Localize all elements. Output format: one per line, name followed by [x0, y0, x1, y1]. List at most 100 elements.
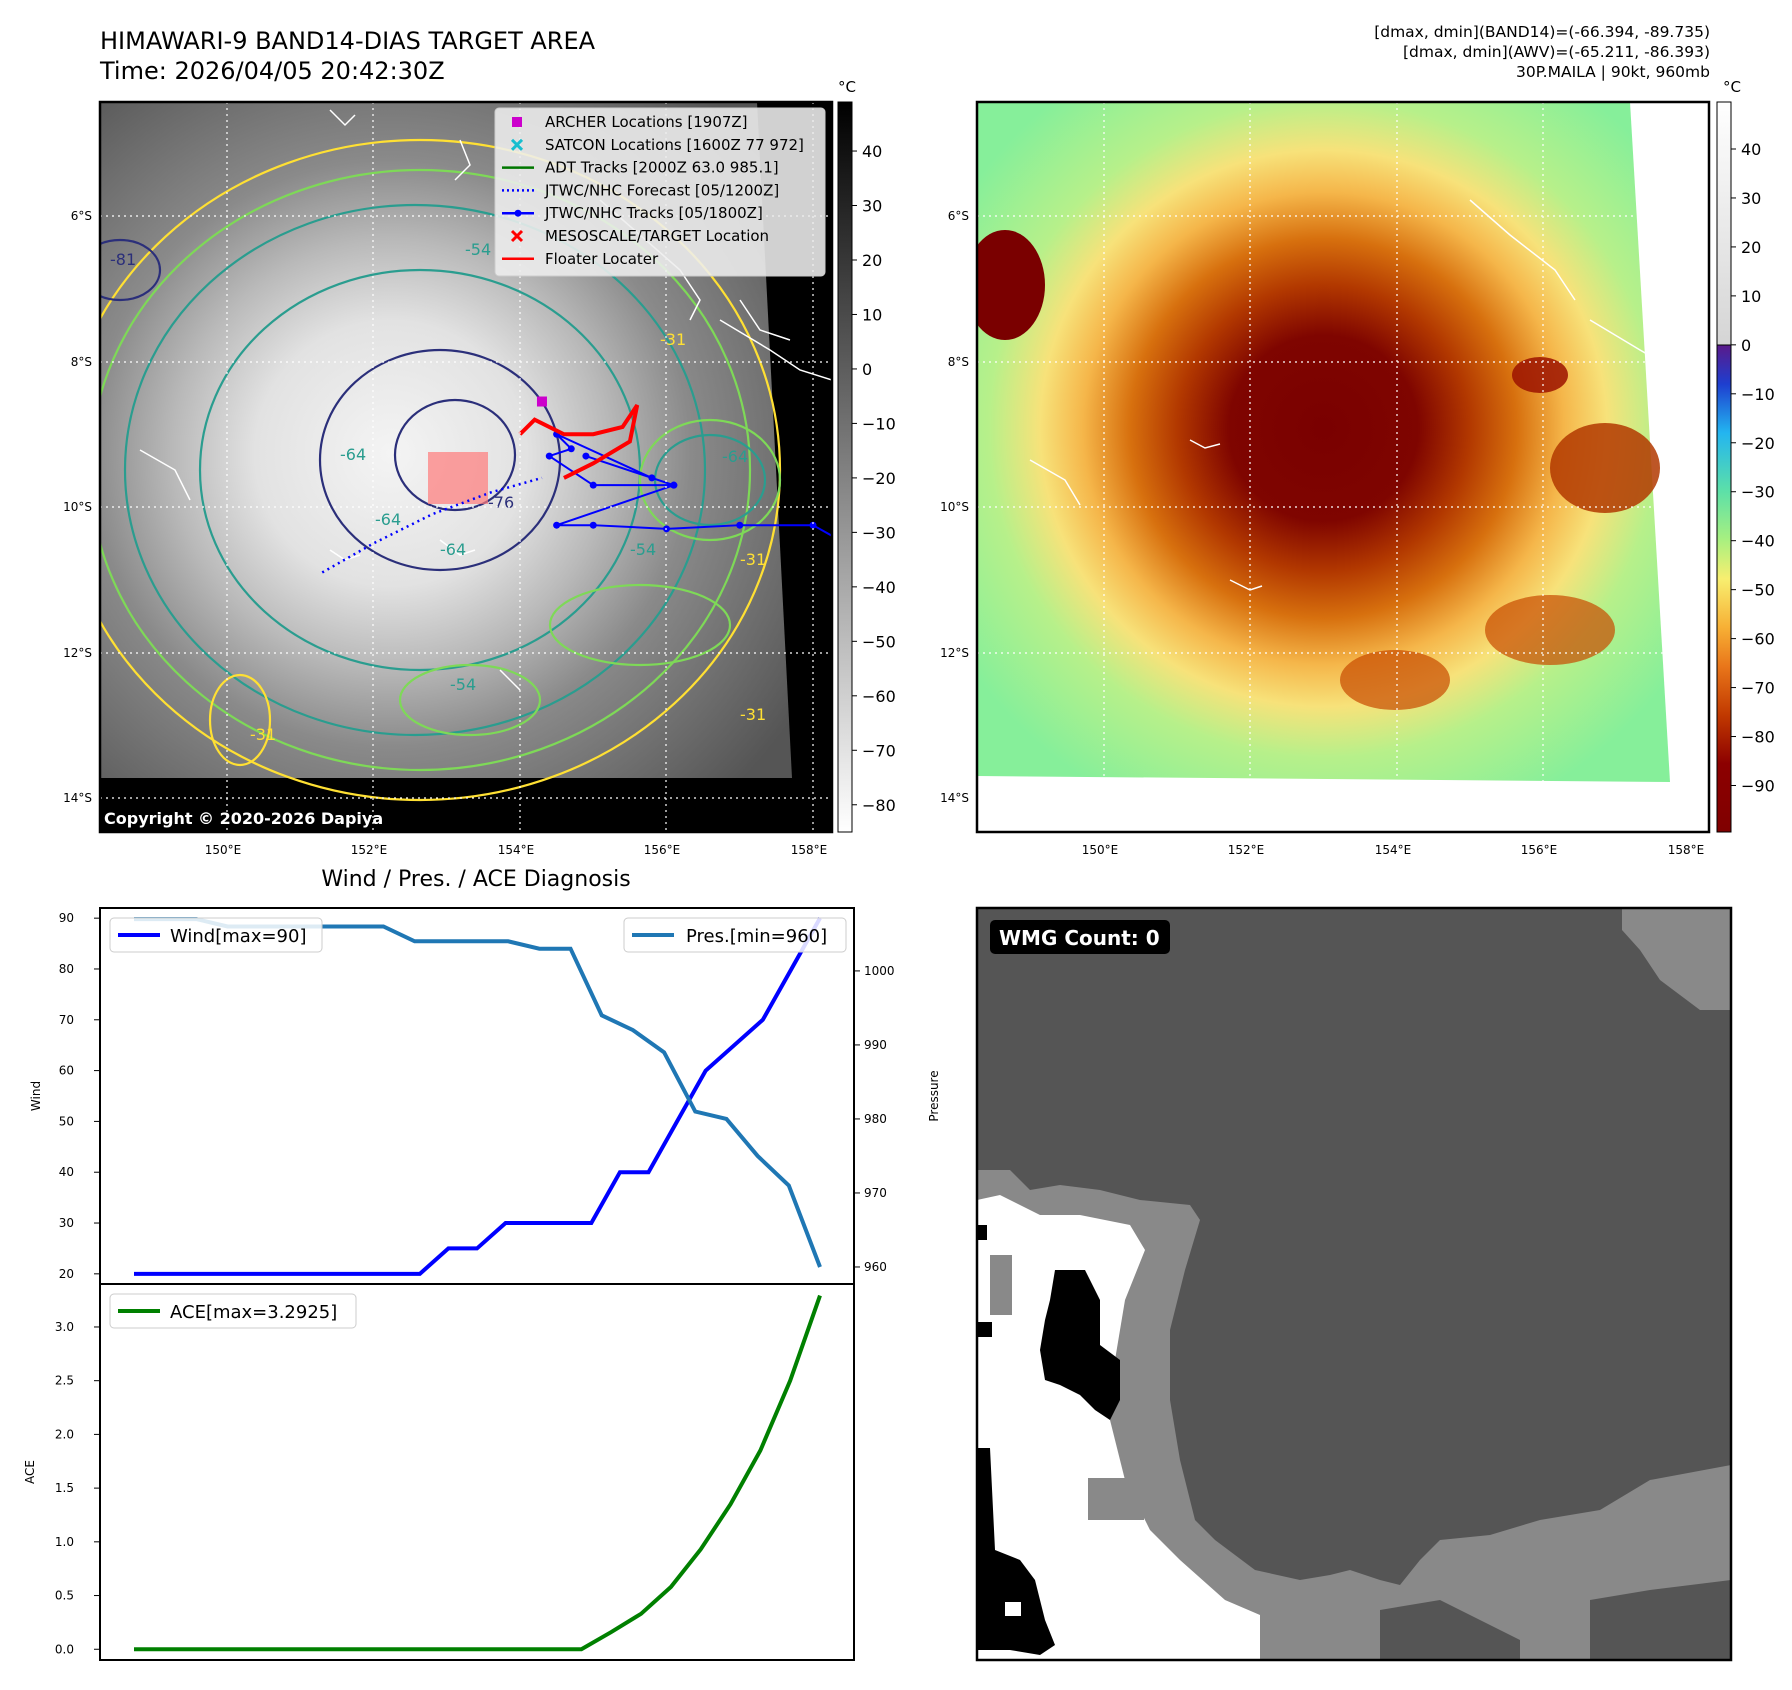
colorbar-tick-label: −50: [1741, 581, 1775, 600]
colorbar-tick-label: −70: [862, 741, 896, 760]
lon-tick-label: 154°E: [498, 843, 535, 857]
pressure-axis-label: Pressure: [927, 1070, 941, 1121]
lon-tick-label: 158°E: [791, 843, 828, 857]
lat-tick-label: 8°S: [948, 355, 969, 369]
colorbar-tick-label: 40: [862, 142, 882, 161]
jtwc-track-point: [809, 521, 817, 529]
ace-tick-label: 2.5: [55, 1374, 74, 1388]
contour-label: -54: [630, 540, 656, 559]
ace-legend: ACE[max=3.2925]: [109, 1293, 357, 1329]
wind-legend: Wind[max=90]: [109, 917, 323, 953]
lon-tick-label: 152°E: [1228, 843, 1265, 857]
pressure-tick-label: 960: [864, 1260, 887, 1274]
colorbar-tick-label: −80: [862, 796, 896, 815]
wind-legend-label: Wind[max=90]: [170, 926, 307, 947]
jtwc-track-point: [582, 452, 590, 460]
awv-colorbar: °C 40 30 20 10 0 −10 −20 −30 −40 −50 −60 −70 −80 −90: [1716, 78, 1775, 833]
colorbar-tick-label: −20: [1741, 434, 1775, 453]
colorbar-tick-label: −60: [1741, 630, 1775, 649]
colorbar-tick-label: 0: [1741, 336, 1751, 355]
lon-tick-label: 150°E: [205, 843, 242, 857]
jtwc-track-point: [912, 591, 919, 598]
stats-line-awv: [dmax, dmin](AWV)=(-65.211, -86.393): [1403, 43, 1710, 61]
title-line-1: HIMAWARI-9 BAND14-DIAS TARGET AREA: [100, 27, 596, 55]
lat-tick-label: 12°S: [940, 646, 969, 660]
legend-item-label: JTWC/NHC Forecast [05/1200Z]: [544, 181, 779, 199]
jtwc-track-point: [553, 521, 561, 529]
jtwc-track-point: [648, 474, 656, 482]
contour-label: -64: [340, 445, 366, 464]
ace-tick-label: 2.0: [55, 1427, 74, 1441]
wind-tick-label: 40: [59, 1165, 74, 1179]
wmg-count-badge: [990, 920, 1170, 954]
colorbar-tick-label: −70: [1741, 679, 1775, 698]
legend-item-label: SATCON Locations [1600Z 77 972]: [545, 136, 804, 154]
wind-tick-label: 70: [59, 1013, 74, 1027]
legend-item-label: JTWC/NHC Tracks [05/1800Z]: [544, 204, 763, 222]
title-line-2: Time: 2026/04/05 20:42:30Z: [100, 57, 445, 85]
colorbar-tick-label: −10: [1741, 385, 1775, 404]
contour-label: -54: [465, 240, 491, 259]
lat-tick-label: 10°S: [940, 500, 969, 514]
pressure-legend-label: Pres.[min=960]: [686, 926, 827, 947]
contour-label: -81: [110, 250, 136, 269]
pressure-tick-label: 970: [864, 1186, 887, 1200]
wmg-panel: WMG Count: 0: [975, 906, 1733, 1662]
colorbar-tick-label: 20: [1741, 238, 1761, 257]
pressure-legend: Pres.[min=960]: [623, 917, 847, 953]
colorbar-tick-label: 30: [1741, 189, 1761, 208]
stats-block: [dmax, dmin](BAND14)=(-66.394, -89.735) …: [1374, 22, 1710, 82]
ace-axis-label: ACE: [23, 1460, 37, 1484]
wind-axis-label: Wind: [29, 1081, 43, 1111]
pressure-tick-label: 980: [864, 1112, 887, 1126]
archer-marker: [536, 396, 547, 407]
colorbar-tick-label: −40: [862, 578, 896, 597]
contour-label: -31: [250, 725, 276, 744]
contour-label: -64: [440, 540, 466, 559]
jtwc-track-point: [589, 481, 597, 489]
pressure-tick-label: 1000: [864, 964, 895, 978]
jtwc-track-point: [545, 452, 553, 460]
main-title: HIMAWARI-9 BAND14-DIAS TARGET AREA Time:…: [100, 26, 595, 86]
colorbar-tick-label: −80: [1741, 728, 1775, 747]
ace-series-line: [134, 1294, 822, 1652]
colorbar-tick-label: 10: [862, 305, 882, 324]
contour-label: -31: [660, 330, 686, 349]
ace-tick-label: 0.5: [55, 1589, 74, 1603]
contour-label: -64: [375, 510, 401, 529]
colorbar-tick-label: −90: [1741, 776, 1775, 795]
ir-colorbar: °C 40 30 20 10 0 −10 −20 −30 −40 −50 −60 −70 −80: [837, 78, 896, 833]
contour-label: -31: [740, 705, 766, 724]
wind-tick-label: 80: [59, 962, 74, 976]
storm-summary: 30P.MAILA | 90kt, 960mb: [1516, 63, 1710, 81]
lat-tick-label: 14°S: [940, 791, 969, 805]
awv-colorbar-unit: °C: [1723, 78, 1741, 96]
lat-tick-label: 8°S: [71, 355, 92, 369]
jtwc-track-point: [567, 445, 575, 453]
contour-label: -64: [722, 447, 748, 466]
lon-tick-label: 152°E: [351, 843, 388, 857]
contour-label: -54: [450, 675, 476, 694]
ir-contours: [100, 138, 782, 802]
copyright-text: Copyright © 2020-2026 Dapiya: [104, 809, 383, 828]
awv-gridlines: [977, 102, 1709, 832]
lon-tick-label: 156°E: [1521, 843, 1558, 857]
ace-tick-label: 0.0: [55, 1642, 74, 1656]
legend-item-label: ADT Tracks [2000Z 63.0 985.1]: [545, 159, 779, 177]
ir-coastlines: [139, 109, 832, 691]
colorbar-tick-label: 40: [1741, 140, 1761, 159]
ace-tick-label: 1.5: [55, 1481, 74, 1495]
ir-legend: ARCHER Locations [1907Z] SATCON Locations…: [494, 107, 826, 277]
lat-tick-label: 6°S: [948, 209, 969, 223]
target-area-patch: [428, 452, 488, 504]
colorbar-tick-label: −10: [862, 414, 896, 433]
lon-tick-label: 154°E: [1375, 843, 1412, 857]
wind-tick-label: 30: [59, 1216, 74, 1230]
stats-line-band14: [dmax, dmin](BAND14)=(-66.394, -89.735): [1374, 23, 1710, 41]
wind-series-line: [134, 917, 822, 1276]
jtwc-track-point: [589, 521, 597, 529]
colorbar-tick-label: −40: [1741, 532, 1775, 551]
ir-tracks: [321, 396, 919, 598]
contour-labels: -64 -64 -64 -64 -54 -54 -54 -31 -31 -31 …: [110, 240, 766, 744]
